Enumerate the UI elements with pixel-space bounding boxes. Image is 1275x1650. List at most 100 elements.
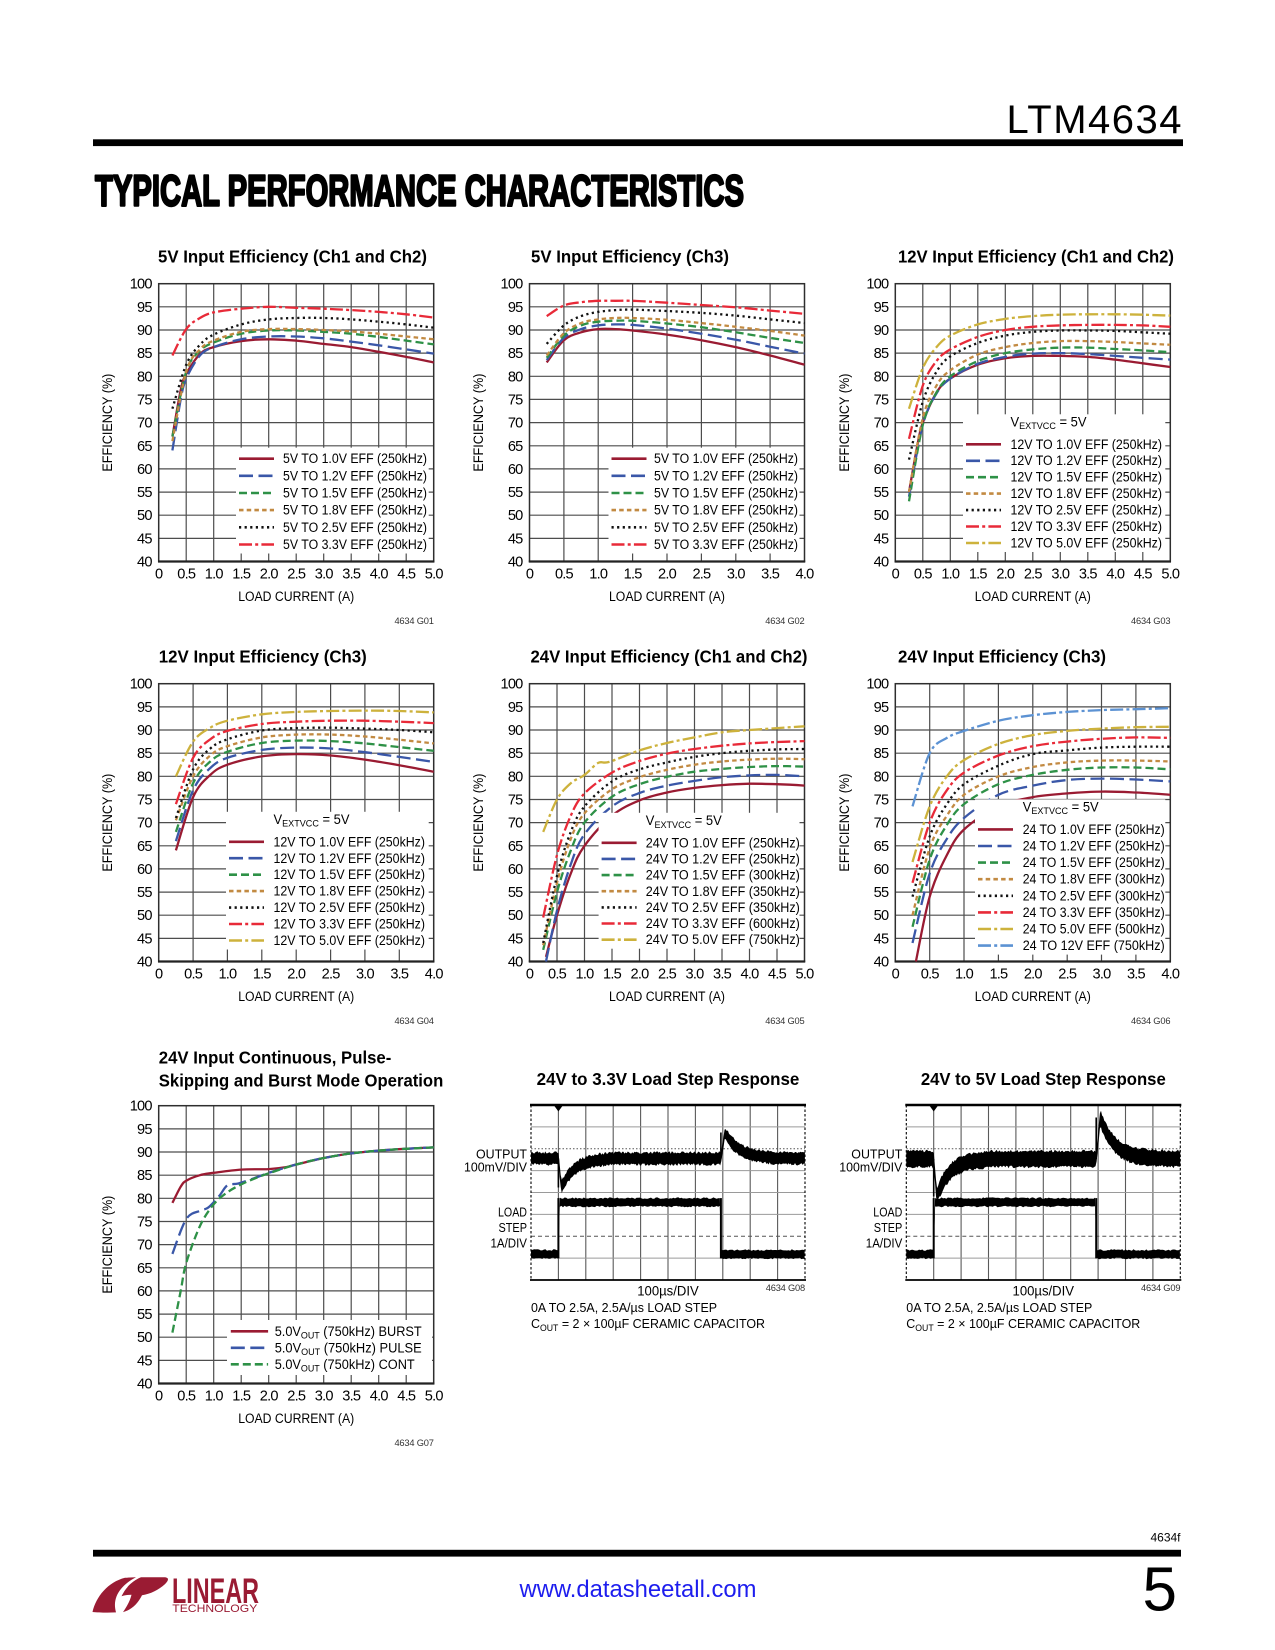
svg-text:1.5: 1.5 xyxy=(253,967,272,983)
svg-text:1.5: 1.5 xyxy=(232,1389,251,1405)
svg-text:12V TO 2.5V EFF (250kHz): 12V TO 2.5V EFF (250kHz) xyxy=(274,900,426,915)
svg-text:LINEAR: LINEAR xyxy=(172,1572,259,1611)
svg-text:0.5: 0.5 xyxy=(921,967,940,983)
svg-text:5V TO 1.2V EFF (250kHz): 5V TO 1.2V EFF (250kHz) xyxy=(654,468,798,483)
svg-text:2.0: 2.0 xyxy=(260,1389,279,1405)
svg-text:65: 65 xyxy=(874,839,889,855)
svg-text:12V Input Efficiency (Ch1 and: 12V Input Efficiency (Ch1 and Ch2) xyxy=(898,246,1174,266)
svg-text:0A TO 2.5A, 2.5A/µs LOAD STEP: 0A TO 2.5A, 2.5A/µs LOAD STEP xyxy=(531,1300,717,1315)
svg-text:45: 45 xyxy=(874,531,889,547)
svg-text:4.5: 4.5 xyxy=(1134,567,1153,583)
svg-text:1.0: 1.0 xyxy=(218,967,237,983)
svg-text:70: 70 xyxy=(874,816,889,832)
svg-text:5.0: 5.0 xyxy=(1161,567,1180,583)
svg-text:4634 G02: 4634 G02 xyxy=(765,616,804,626)
svg-text:100µs/DIV: 100µs/DIV xyxy=(1013,1284,1075,1299)
svg-text:2.5: 2.5 xyxy=(287,1389,306,1405)
svg-text:90: 90 xyxy=(137,723,152,739)
svg-text:1.5: 1.5 xyxy=(603,967,622,983)
svg-text:24V TO 1.2V EFF (250kHz): 24V TO 1.2V EFF (250kHz) xyxy=(646,851,800,866)
svg-text:5V TO 3.3V EFF (250kHz): 5V TO 3.3V EFF (250kHz) xyxy=(654,537,798,552)
svg-text:1.0: 1.0 xyxy=(589,567,608,583)
svg-text:24 TO 5.0V EFF (500kHz): 24 TO 5.0V EFF (500kHz) xyxy=(1023,922,1165,937)
svg-text:95: 95 xyxy=(874,700,889,716)
svg-text:75: 75 xyxy=(137,1215,152,1231)
svg-text:45: 45 xyxy=(508,531,523,547)
svg-text:75: 75 xyxy=(508,793,523,809)
svg-text:80: 80 xyxy=(137,1191,152,1207)
svg-text:40: 40 xyxy=(874,555,889,571)
svg-text:100: 100 xyxy=(501,277,524,293)
svg-text:2.0: 2.0 xyxy=(658,567,677,583)
svg-text:2.0: 2.0 xyxy=(287,967,306,983)
svg-text:90: 90 xyxy=(137,323,152,339)
svg-text:OUTPUT: OUTPUT xyxy=(476,1147,527,1162)
svg-text:95: 95 xyxy=(874,300,889,316)
svg-text:EFFICIENCY (%): EFFICIENCY (%) xyxy=(100,774,116,872)
svg-text:95: 95 xyxy=(508,700,523,716)
svg-text:75: 75 xyxy=(874,392,889,408)
svg-text:55: 55 xyxy=(874,485,889,501)
svg-text:4634 G04: 4634 G04 xyxy=(394,1016,433,1026)
svg-text:24V TO 1.8V EFF (350kHz): 24V TO 1.8V EFF (350kHz) xyxy=(646,884,800,899)
svg-text:2.0: 2.0 xyxy=(1024,967,1043,983)
svg-text:70: 70 xyxy=(874,416,889,432)
svg-text:3.5: 3.5 xyxy=(713,967,732,983)
svg-text:5: 5 xyxy=(1143,1556,1177,1625)
svg-text:12V TO 3.3V EFF (250kHz): 12V TO 3.3V EFF (250kHz) xyxy=(1011,519,1163,534)
svg-text:4634 G01: 4634 G01 xyxy=(394,616,433,626)
svg-text:COUT = 2 × 100µF CERAMIC CAPAC: COUT = 2 × 100µF CERAMIC CAPACITOR xyxy=(906,1316,1140,1333)
svg-text:65: 65 xyxy=(508,839,523,855)
svg-text:5V TO 2.5V EFF (250kHz): 5V TO 2.5V EFF (250kHz) xyxy=(654,520,798,535)
svg-text:60: 60 xyxy=(874,862,889,878)
svg-text:100: 100 xyxy=(130,677,153,693)
svg-text:5.0: 5.0 xyxy=(796,967,815,983)
svg-text:65: 65 xyxy=(874,439,889,455)
svg-text:3.5: 3.5 xyxy=(342,567,361,583)
svg-text:2.0: 2.0 xyxy=(260,567,279,583)
svg-text:5V TO 1.8V EFF (250kHz): 5V TO 1.8V EFF (250kHz) xyxy=(654,503,798,518)
svg-text:50: 50 xyxy=(137,508,152,524)
svg-text:24 TO 1.8V EFF (300kHz): 24 TO 1.8V EFF (300kHz) xyxy=(1023,872,1165,887)
svg-text:5.0VOUT (750kHz) PULSE: 5.0VOUT (750kHz) PULSE xyxy=(275,1340,422,1357)
svg-text:4634 G05: 4634 G05 xyxy=(765,1016,804,1026)
svg-text:1.0: 1.0 xyxy=(941,567,960,583)
svg-text:5V TO 1.8V EFF (250kHz): 5V TO 1.8V EFF (250kHz) xyxy=(283,503,427,518)
svg-text:12V TO 1.0V EFF (250kHz): 12V TO 1.0V EFF (250kHz) xyxy=(1011,437,1163,452)
svg-text:0: 0 xyxy=(526,567,534,583)
svg-text:45: 45 xyxy=(137,1353,152,1369)
svg-text:85: 85 xyxy=(874,746,889,762)
svg-text:75: 75 xyxy=(874,793,889,809)
svg-text:75: 75 xyxy=(508,392,523,408)
svg-text:24 TO 1.0V EFF (250kHz): 24 TO 1.0V EFF (250kHz) xyxy=(1023,822,1165,837)
svg-text:4.0: 4.0 xyxy=(1106,567,1125,583)
svg-text:1.5: 1.5 xyxy=(989,967,1008,983)
svg-text:90: 90 xyxy=(508,323,523,339)
svg-text:3.5: 3.5 xyxy=(761,567,780,583)
svg-text:5V Input Efficiency (Ch1 and C: 5V Input Efficiency (Ch1 and Ch2) xyxy=(158,246,427,266)
svg-text:5.0VOUT (750kHz) CONT: 5.0VOUT (750kHz) CONT xyxy=(275,1357,415,1374)
svg-text:65: 65 xyxy=(137,439,152,455)
svg-text:60: 60 xyxy=(137,862,152,878)
svg-text:12V TO 5.0V EFF (250kHz): 12V TO 5.0V EFF (250kHz) xyxy=(1011,536,1163,551)
svg-text:70: 70 xyxy=(508,416,523,432)
svg-text:40: 40 xyxy=(137,955,152,971)
svg-text:3.0: 3.0 xyxy=(1093,967,1112,983)
svg-text:1.5: 1.5 xyxy=(232,567,251,583)
svg-text:75: 75 xyxy=(137,392,152,408)
svg-text:2.5: 2.5 xyxy=(1024,567,1043,583)
svg-text:4.0: 4.0 xyxy=(425,967,444,983)
svg-text:3.5: 3.5 xyxy=(1079,567,1098,583)
svg-text:0: 0 xyxy=(155,567,163,583)
svg-text:LOAD CURRENT (A): LOAD CURRENT (A) xyxy=(609,589,725,605)
svg-text:50: 50 xyxy=(508,908,523,924)
svg-text:100mV/DIV: 100mV/DIV xyxy=(464,1159,527,1174)
svg-text:100mV/DIV: 100mV/DIV xyxy=(839,1159,902,1174)
svg-text:55: 55 xyxy=(508,885,523,901)
svg-text:0: 0 xyxy=(892,567,900,583)
svg-text:12V TO 1.2V EFF (250kHz): 12V TO 1.2V EFF (250kHz) xyxy=(274,851,426,866)
svg-text:55: 55 xyxy=(874,885,889,901)
svg-text:24 TO 2.5V EFF (300kHz): 24 TO 2.5V EFF (300kHz) xyxy=(1023,888,1165,903)
svg-text:TYPICAL PERFORMANCE CHARACTERI: TYPICAL PERFORMANCE CHARACTERISTICS xyxy=(95,167,744,216)
svg-text:STEP: STEP xyxy=(874,1220,903,1235)
